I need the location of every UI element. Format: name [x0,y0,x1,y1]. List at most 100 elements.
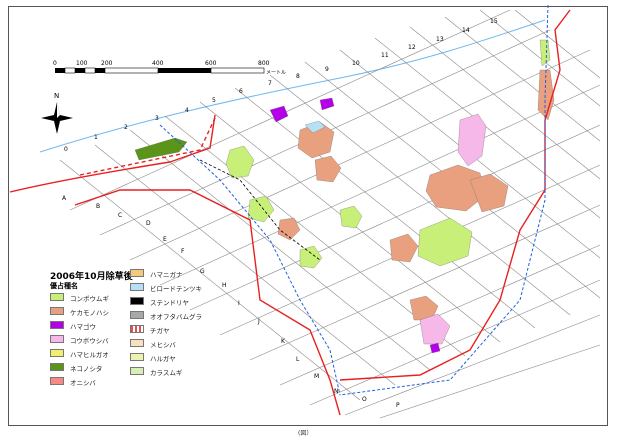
grid-letter-P: P [396,402,400,409]
legend-swatch-0 [50,293,64,301]
legend-swatch-11 [130,325,144,333]
legend-label-14: カラスムギ [150,369,183,377]
legend-swatch-9 [130,297,144,305]
legend-label-1: ケカモノハシ [70,309,109,317]
black-dashed-line [199,159,321,261]
legend-swatch-1 [50,307,64,315]
grid-letter-K: K [281,338,285,345]
grid-num-4: 4 [185,107,189,114]
figure-caption: (図） [298,430,313,437]
legend-swatch-7 [130,269,144,277]
scale-label-800: 800 [258,60,270,67]
scale-seg [210,67,265,74]
legend-label-6: オニシバ [70,379,96,387]
scale-seg [84,67,96,74]
scale-seg [104,67,159,74]
grid-letter-M: M [314,373,320,380]
patch-hamagou [429,342,441,354]
grid-num-5: 5 [212,97,216,104]
grid-num-12: 12 [408,44,416,51]
grid-letter-G: G [200,268,205,275]
grid-num-1: 1 [94,134,98,141]
legend-label-8: ビロードテンツキ [150,285,202,293]
patch-kekamonohashi [409,295,439,321]
grid-letter-F: F [181,248,185,255]
legend-swatch-14 [130,367,144,375]
patch-koubou-mugi [417,217,473,267]
legend-label-3: コウボウシバ [70,337,109,345]
patch-hamagou [269,105,289,123]
grid-letter-B: B [96,203,101,210]
grid-num-6: 6 [239,88,243,95]
patch-koubou-shiba [419,313,451,345]
patch-koubou-shiba [457,113,487,167]
grid-num-14: 14 [462,27,470,34]
grid-num-7: 7 [268,80,272,87]
grid-num-11: 11 [381,52,389,59]
grid-num-3: 3 [155,115,159,122]
scale-unit: メートル [266,70,287,76]
grid-letter-J: J [258,318,260,325]
scale-label-600: 600 [205,60,217,67]
scale-label-400: 400 [152,60,164,67]
grid-num-8: 8 [296,73,300,80]
scale-seg [55,68,65,73]
scale-seg [64,67,76,74]
vegetation-patches [134,39,555,354]
scale-seg [95,68,105,73]
legend-title: 2006年10月除草後 [50,272,133,282]
legend-swatch-4 [50,349,64,357]
patch-nekonoshita [134,137,188,161]
legend-label-12: メヒシバ [150,341,176,349]
scale-label-100: 100 [76,60,88,67]
legend-swatch-10 [130,311,144,319]
north-arrow [41,102,73,134]
grid-num-10: 10 [352,60,360,67]
grid-letter-L: L [296,356,300,363]
legend-label-2: ハマゴウ [70,323,96,331]
grid-letter-C: C [118,212,123,219]
route-line [159,4,549,396]
grid-letter-N: N [334,388,339,395]
survey-boundary [9,9,571,416]
grid-num-2: 2 [124,124,128,131]
legend-subtitle: 優占種名 [50,282,78,290]
patch-kekamonohashi [537,69,555,121]
grid-num-9: 9 [325,66,329,73]
patch-kekamonohashi [469,173,509,213]
legend-label-9: ステンドリヤ [150,299,189,307]
legend-label-13: ハルガヤ [150,355,176,363]
patch-koubou-mugi [539,39,551,67]
grid-letter-I: I [238,300,240,307]
scale-bar [55,67,265,74]
north-label: N [54,92,60,100]
grid-letter-E: E [163,236,167,243]
patch-koubou-mugi [339,205,363,229]
patch-kekamonohashi [314,155,342,183]
legend-swatch-2 [50,321,64,329]
grid-letter-H: H [222,282,227,289]
patch-hamagou [319,97,335,111]
scale-label-0: 0 [53,60,57,67]
legend-swatch-6 [50,377,64,385]
legend-label-7: ハマニガナ [150,271,183,279]
grid-num-0: 0 [64,146,68,153]
patch-koubou-mugi [225,145,255,179]
survey-boundary-dashed [79,117,216,176]
scale-seg [75,68,85,73]
legend-label-11: チガヤ [150,327,170,335]
legend-swatch-5 [50,363,64,371]
scale-seg [158,68,211,73]
grid-letter-A: A [62,195,67,202]
map-border [8,6,608,426]
patch-birodo-tentsuki [304,120,326,134]
legend-label-4: ハマヒルガオ [70,351,109,359]
shoreline [39,19,546,153]
grid-num-15: 15 [490,18,498,25]
legend-swatch-12 [130,339,144,347]
legend-swatch-13 [130,353,144,361]
legend-swatch-8 [130,283,144,291]
north-arrow-highlight [57,102,60,118]
